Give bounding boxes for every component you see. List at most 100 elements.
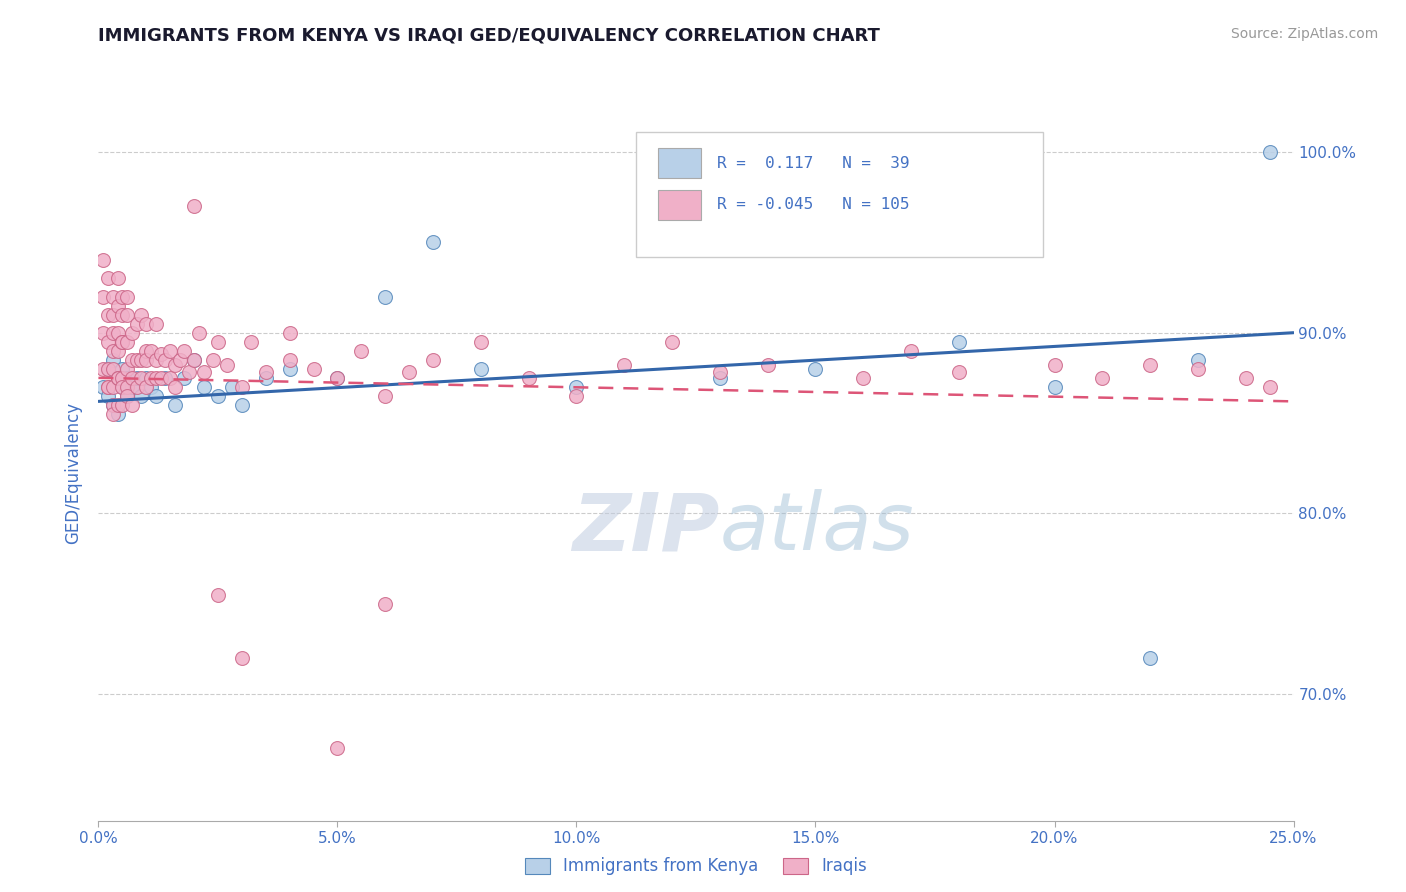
Point [111, 398, 134, 412]
Point [111, 289, 134, 303]
Point [111, 371, 134, 385]
Point [1043, 358, 1066, 372]
Point [135, 352, 157, 367]
Point [1234, 371, 1257, 385]
Point [1187, 352, 1209, 367]
Point [91, 380, 114, 394]
FancyBboxPatch shape [658, 148, 700, 178]
Point [183, 352, 205, 367]
Point [326, 741, 349, 756]
Point [111, 334, 134, 349]
Point [254, 371, 277, 385]
Point [107, 371, 129, 385]
Point [350, 343, 373, 358]
Point [183, 352, 205, 367]
Point [101, 326, 124, 340]
Point [155, 352, 177, 367]
Point [240, 334, 263, 349]
Point [1139, 358, 1161, 372]
Point [121, 398, 143, 412]
Point [111, 334, 134, 349]
Point [422, 235, 444, 250]
Point [163, 380, 186, 394]
Point [231, 651, 253, 665]
Point [115, 389, 138, 403]
Point [470, 334, 492, 349]
Point [756, 358, 779, 372]
Point [111, 380, 134, 394]
Point [145, 352, 167, 367]
Point [149, 347, 172, 361]
Point [115, 334, 138, 349]
Point [159, 343, 181, 358]
Point [107, 371, 129, 385]
Point [1139, 651, 1161, 665]
Point [97, 362, 120, 376]
Point [101, 398, 124, 412]
Point [131, 352, 153, 367]
Point [709, 366, 731, 380]
Point [111, 362, 134, 376]
Point [709, 371, 731, 385]
Point [115, 289, 138, 303]
Point [121, 352, 143, 367]
Point [135, 343, 157, 358]
Point [326, 371, 349, 385]
Point [145, 371, 167, 385]
Point [131, 371, 153, 385]
Point [278, 326, 301, 340]
Point [1091, 371, 1114, 385]
Point [169, 352, 191, 367]
Point [97, 380, 120, 394]
Point [155, 371, 177, 385]
Point [1043, 380, 1066, 394]
Point [139, 343, 162, 358]
Point [565, 380, 588, 394]
Point [302, 362, 325, 376]
Point [121, 371, 143, 385]
Point [326, 371, 349, 385]
Legend: Immigrants from Kenya, Iraqis: Immigrants from Kenya, Iraqis [517, 851, 875, 882]
Point [107, 407, 129, 421]
Point [131, 308, 153, 322]
Point [179, 366, 201, 380]
Point [1258, 145, 1281, 159]
Point [207, 588, 229, 602]
Point [149, 371, 172, 385]
Point [900, 343, 922, 358]
Point [221, 380, 243, 394]
Point [115, 380, 138, 394]
Point [139, 371, 162, 385]
Point [398, 366, 420, 380]
Point [193, 366, 215, 380]
Point [374, 389, 396, 403]
Text: R =  0.117   N =  39: R = 0.117 N = 39 [717, 155, 910, 170]
Point [107, 271, 129, 285]
Point [125, 317, 148, 331]
Point [231, 398, 253, 412]
Point [111, 308, 134, 322]
Point [422, 352, 444, 367]
Point [125, 380, 148, 394]
Point [173, 343, 195, 358]
Point [101, 362, 124, 376]
Point [278, 362, 301, 376]
Point [107, 299, 129, 313]
Point [207, 389, 229, 403]
Point [145, 389, 167, 403]
Point [97, 362, 120, 376]
Text: Source: ZipAtlas.com: Source: ZipAtlas.com [1230, 27, 1378, 41]
Point [852, 371, 875, 385]
Point [101, 407, 124, 421]
Point [101, 380, 124, 394]
Point [107, 371, 129, 385]
Point [202, 352, 225, 367]
Point [187, 326, 209, 340]
Point [517, 371, 540, 385]
Point [97, 308, 120, 322]
Point [115, 371, 138, 385]
FancyBboxPatch shape [637, 132, 1043, 257]
Point [91, 362, 114, 376]
FancyBboxPatch shape [658, 190, 700, 220]
Point [101, 352, 124, 367]
